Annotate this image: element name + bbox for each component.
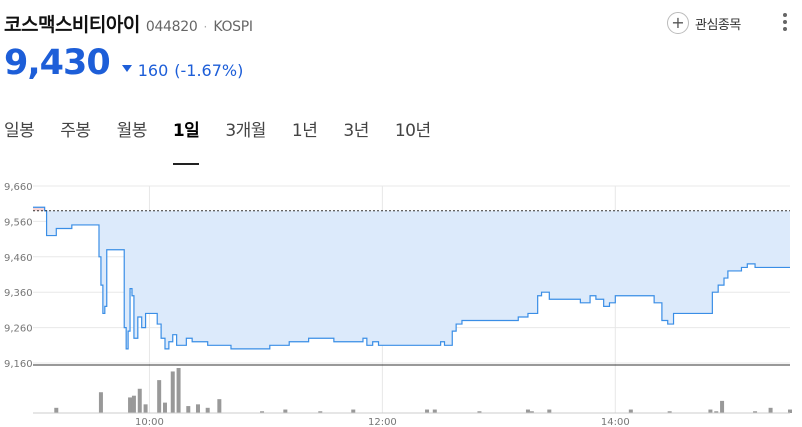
price-row: 9,430 160 (-1.67%)	[4, 46, 243, 81]
volume-bar	[176, 368, 181, 413]
volume-bar	[205, 407, 210, 413]
volume-bar	[525, 409, 530, 413]
y-tick-label: 9,460	[4, 253, 33, 264]
volume-bar	[54, 407, 59, 413]
volume-bar	[628, 409, 633, 413]
current-price: 9,430	[4, 43, 111, 83]
volume-bar	[170, 371, 175, 413]
volume-bar	[195, 404, 200, 413]
volume-bar	[708, 409, 713, 413]
volume-bar	[217, 399, 222, 413]
volume-bar	[720, 400, 725, 413]
volume-bar	[162, 402, 167, 413]
volume-bar	[351, 409, 356, 413]
kebab-menu-icon[interactable]	[782, 13, 788, 33]
volume-bar	[667, 411, 672, 413]
tab-weekly[interactable]: 주봉	[60, 121, 91, 141]
separator-dot: ·	[203, 20, 208, 34]
tab-10year[interactable]: 10년	[394, 121, 431, 141]
volume-bar	[318, 411, 323, 413]
y-tick-label: 9,360	[4, 288, 33, 299]
volume-bar	[137, 388, 142, 413]
plus-circle-icon: +	[667, 12, 689, 34]
market-label: KOSPI	[213, 19, 253, 35]
volume-bar	[432, 409, 437, 413]
volume-bar	[128, 397, 133, 413]
stock-header: 코스맥스비티아이 044820 · KOSPI	[4, 10, 253, 40]
tab-1year[interactable]: 1년	[291, 121, 318, 141]
y-tick-label: 9,160	[4, 359, 33, 370]
intraday-chart[interactable]: 9,660 9,560 9,460 9,360 9,260 9,160 10:00 12:00…	[0, 170, 802, 427]
y-tick-label: 9,660	[4, 182, 33, 193]
x-tick-label: 12:00	[368, 417, 397, 427]
volume-bar	[768, 407, 773, 413]
change-amount: 160	[137, 61, 169, 80]
down-arrow-icon	[121, 65, 132, 72]
volume-bar	[547, 409, 552, 413]
volume-bar	[98, 392, 103, 413]
tab-3year[interactable]: 3년	[343, 121, 369, 141]
x-tick-label: 14:00	[601, 417, 630, 427]
add-watchlist-button[interactable]: + 관심종목	[667, 12, 741, 34]
volume-bar	[283, 409, 288, 413]
tab-1day[interactable]: 1일	[172, 116, 200, 165]
volume-bar	[529, 411, 534, 413]
area-fill-above	[33, 207, 790, 211]
x-tick-label: 10:00	[135, 417, 164, 427]
volume-bar	[131, 395, 136, 413]
volume-bar	[157, 380, 162, 413]
price-change: 160 (-1.67%)	[121, 61, 244, 80]
tab-monthly[interactable]: 월봉	[116, 121, 148, 141]
volume-bar	[788, 409, 792, 413]
area-fill-below	[33, 210, 790, 349]
change-percent: (-1.67%)	[174, 61, 244, 80]
volume-bar	[425, 409, 430, 413]
tab-3month[interactable]: 3개월	[225, 121, 266, 141]
y-tick-label: 9,260	[4, 324, 33, 335]
watchlist-label: 관심종목	[695, 17, 741, 33]
tab-daily[interactable]: 일봉	[4, 121, 35, 141]
volume-bar	[753, 411, 758, 413]
stock-code: 044820	[145, 19, 198, 35]
volume-bar	[260, 411, 265, 413]
volume-bar	[143, 404, 148, 413]
period-tabs: 일봉 주봉 월봉 1일 3개월 1년 3년 10년	[4, 116, 457, 165]
price-line	[33, 206, 790, 350]
volume-bar	[477, 411, 482, 413]
volume-bar	[714, 411, 719, 413]
volume-bar	[186, 406, 191, 413]
stock-name: 코스맥스비티아이	[4, 14, 140, 36]
y-tick-label: 9,560	[4, 217, 33, 228]
